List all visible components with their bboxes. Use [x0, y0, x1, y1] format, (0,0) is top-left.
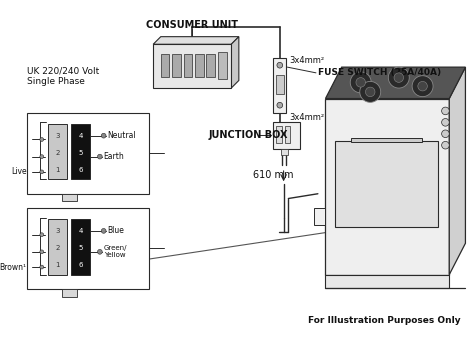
Circle shape	[394, 73, 403, 82]
Text: 3x4mm²: 3x4mm²	[289, 113, 324, 122]
Text: Green/
Yellow: Green/ Yellow	[104, 245, 127, 258]
Text: 1: 1	[56, 167, 60, 173]
Bar	[161, 54, 169, 77]
Text: 3: 3	[56, 133, 60, 139]
Bar	[281, 149, 288, 155]
Bar	[335, 141, 438, 227]
Bar	[62, 289, 77, 296]
Bar	[273, 57, 286, 113]
Bar	[326, 275, 449, 288]
Circle shape	[350, 72, 371, 93]
Bar	[62, 194, 77, 201]
Circle shape	[388, 67, 409, 88]
Circle shape	[277, 102, 283, 108]
Circle shape	[40, 138, 44, 141]
Bar	[273, 122, 300, 149]
Bar	[27, 113, 149, 194]
Text: 4: 4	[79, 228, 83, 234]
Text: 2: 2	[56, 150, 60, 156]
Text: 5: 5	[79, 245, 83, 251]
Text: Blue: Blue	[108, 226, 124, 235]
Text: 5: 5	[79, 150, 83, 156]
Bar	[153, 44, 231, 88]
Text: 6: 6	[79, 167, 83, 173]
Text: 610 mm: 610 mm	[253, 170, 293, 180]
Polygon shape	[231, 37, 239, 88]
Bar	[314, 208, 326, 225]
Circle shape	[356, 78, 365, 87]
Bar	[172, 54, 181, 77]
Bar	[48, 219, 67, 275]
Bar	[351, 138, 422, 142]
Text: Brown¹: Brown¹	[0, 263, 27, 271]
Bar	[326, 99, 449, 275]
Text: JUNCTION BOX: JUNCTION BOX	[209, 130, 288, 140]
Bar	[27, 208, 149, 289]
Circle shape	[98, 249, 102, 254]
Bar	[276, 126, 282, 143]
Bar	[71, 219, 91, 275]
Circle shape	[40, 265, 44, 269]
Circle shape	[418, 81, 428, 91]
Text: 4: 4	[79, 133, 83, 139]
Bar	[284, 126, 290, 143]
Polygon shape	[326, 67, 465, 99]
Circle shape	[40, 250, 44, 254]
Circle shape	[277, 63, 283, 68]
Text: 6: 6	[79, 262, 83, 268]
Bar	[183, 54, 192, 77]
Circle shape	[360, 81, 381, 102]
Circle shape	[442, 141, 449, 149]
Text: CONSUMER UNIT: CONSUMER UNIT	[146, 20, 238, 30]
Circle shape	[101, 133, 106, 138]
Text: 1: 1	[56, 262, 60, 268]
Text: UK 220/240 Volt
Single Phase: UK 220/240 Volt Single Phase	[27, 67, 100, 86]
Circle shape	[40, 233, 44, 237]
Bar	[207, 54, 215, 77]
Circle shape	[101, 228, 106, 233]
Circle shape	[412, 76, 433, 97]
Bar	[48, 124, 67, 179]
Circle shape	[40, 170, 44, 174]
Text: For Illustration Purposes Only: For Illustration Purposes Only	[308, 316, 461, 325]
Text: FUSE SWITCH (25A/40A): FUSE SWITCH (25A/40A)	[318, 68, 441, 77]
Bar	[195, 54, 204, 77]
Circle shape	[442, 107, 449, 115]
Circle shape	[442, 119, 449, 126]
Text: 3x4mm²: 3x4mm²	[289, 56, 324, 65]
Text: Live: Live	[11, 167, 27, 176]
Text: Neutral: Neutral	[108, 131, 136, 140]
Circle shape	[98, 154, 102, 159]
Circle shape	[365, 87, 375, 97]
Polygon shape	[449, 67, 465, 275]
Bar	[276, 75, 283, 94]
Text: 3: 3	[56, 228, 60, 234]
Text: 2: 2	[56, 245, 60, 251]
Circle shape	[442, 130, 449, 138]
Text: Earth: Earth	[104, 152, 124, 161]
Bar	[218, 52, 228, 78]
Bar	[71, 124, 91, 179]
Circle shape	[40, 155, 44, 159]
Polygon shape	[153, 37, 239, 44]
